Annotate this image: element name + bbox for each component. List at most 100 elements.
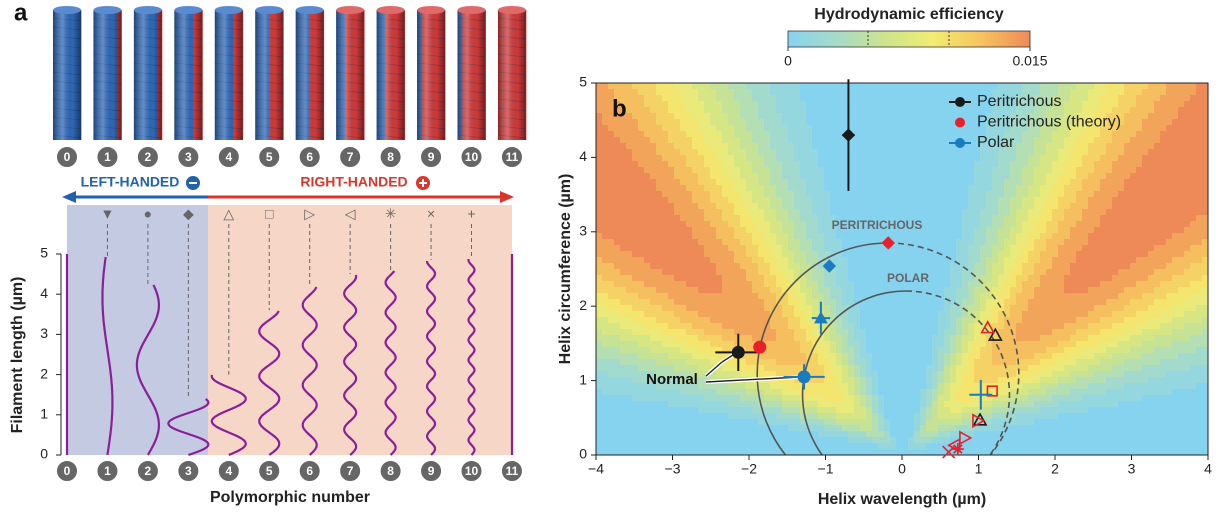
contour-cell — [602, 221, 609, 228]
contour-cell — [716, 89, 723, 96]
contour-cell — [614, 239, 621, 246]
contour-cell — [1058, 407, 1065, 414]
contour-cell — [872, 137, 879, 144]
contour-cell — [758, 425, 765, 432]
contour-cell — [746, 365, 753, 372]
contour-cell — [854, 395, 861, 402]
contour-cell — [626, 95, 633, 102]
contour-cell — [1064, 161, 1071, 168]
contour-cell — [662, 407, 669, 414]
contour-cell — [938, 431, 945, 438]
contour-cell — [986, 173, 993, 180]
contour-cell — [638, 113, 645, 120]
contour-cell — [896, 341, 903, 348]
contour-cell — [854, 389, 861, 396]
contour-cell — [746, 389, 753, 396]
contour-cell — [908, 341, 915, 348]
contour-cell — [890, 161, 897, 168]
contour-cell — [662, 89, 669, 96]
contour-cell — [908, 233, 915, 240]
contour-cell — [1016, 233, 1023, 240]
contour-cell — [1064, 329, 1071, 336]
contour-cell — [1040, 215, 1047, 222]
contour-cell — [842, 443, 849, 450]
contour-cell — [788, 239, 795, 246]
contour-cell — [626, 155, 633, 162]
contour-cell — [860, 113, 867, 120]
contour-cell — [692, 287, 699, 294]
contour-cell — [824, 287, 831, 294]
contour-cell — [944, 197, 951, 204]
contour-cell — [776, 407, 783, 414]
contour-cell — [1046, 287, 1053, 294]
contour-cell — [710, 293, 717, 300]
contour-cell — [1058, 251, 1065, 258]
contour-cell — [680, 131, 687, 138]
contour-cell — [680, 293, 687, 300]
contour-cell — [1040, 263, 1047, 270]
contour-cell — [890, 197, 897, 204]
contour-cell — [674, 95, 681, 102]
contour-cell — [662, 401, 669, 408]
contour-cell — [596, 131, 603, 138]
contour-cell — [692, 269, 699, 276]
contour-cell — [626, 137, 633, 144]
contour-cell — [698, 353, 705, 360]
contour-cell — [710, 227, 717, 234]
contour-cell — [722, 161, 729, 168]
contour-cell — [1004, 347, 1011, 354]
contour-cell — [818, 401, 825, 408]
contour-cell — [854, 155, 861, 162]
contour-cell — [1046, 137, 1053, 144]
contour-cell — [782, 365, 789, 372]
contour-cell — [884, 407, 891, 414]
contour-cell — [608, 173, 615, 180]
contour-cell — [710, 143, 717, 150]
contour-cell — [596, 239, 603, 246]
contour-cell — [860, 311, 867, 318]
contour-cell — [962, 401, 969, 408]
contour-cell — [692, 281, 699, 288]
contour-cell — [716, 389, 723, 396]
contour-cell — [800, 233, 807, 240]
contour-cell — [1022, 179, 1029, 186]
contour-cell — [956, 173, 963, 180]
contour-cell — [872, 179, 879, 186]
contour-cell — [980, 425, 987, 432]
contour-cell — [788, 215, 795, 222]
contour-cell — [620, 365, 627, 372]
contour-cell — [1046, 293, 1053, 300]
contour-cell — [926, 413, 933, 420]
contour-cell — [938, 305, 945, 312]
contour-cell — [782, 431, 789, 438]
contour-cell — [860, 287, 867, 294]
contour-cell — [626, 257, 633, 264]
contour-cell — [842, 377, 849, 384]
contour-cell — [776, 215, 783, 222]
contour-cell — [638, 353, 645, 360]
contour-cell — [818, 377, 825, 384]
contour-cell — [914, 179, 921, 186]
contour-cell — [950, 167, 957, 174]
contour-cell — [782, 149, 789, 156]
contour-cell — [788, 269, 795, 276]
contour-cell — [944, 155, 951, 162]
contour-cell — [860, 119, 867, 126]
contour-cell — [920, 347, 927, 354]
contour-cell — [710, 341, 717, 348]
contour-cell — [734, 125, 741, 132]
contour-cell — [734, 281, 741, 288]
contour-cell — [788, 329, 795, 336]
contour-cell — [878, 341, 885, 348]
contour-cell — [884, 161, 891, 168]
contour-cell — [644, 395, 651, 402]
contour-cell — [824, 119, 831, 126]
contour-cell — [734, 191, 741, 198]
contour-cell — [1016, 197, 1023, 204]
contour-cell — [782, 119, 789, 126]
contour-cell — [740, 419, 747, 426]
contour-cell — [698, 431, 705, 438]
contour-cell — [1016, 305, 1023, 312]
contour-cell — [674, 323, 681, 330]
contour-cell — [1070, 419, 1077, 426]
